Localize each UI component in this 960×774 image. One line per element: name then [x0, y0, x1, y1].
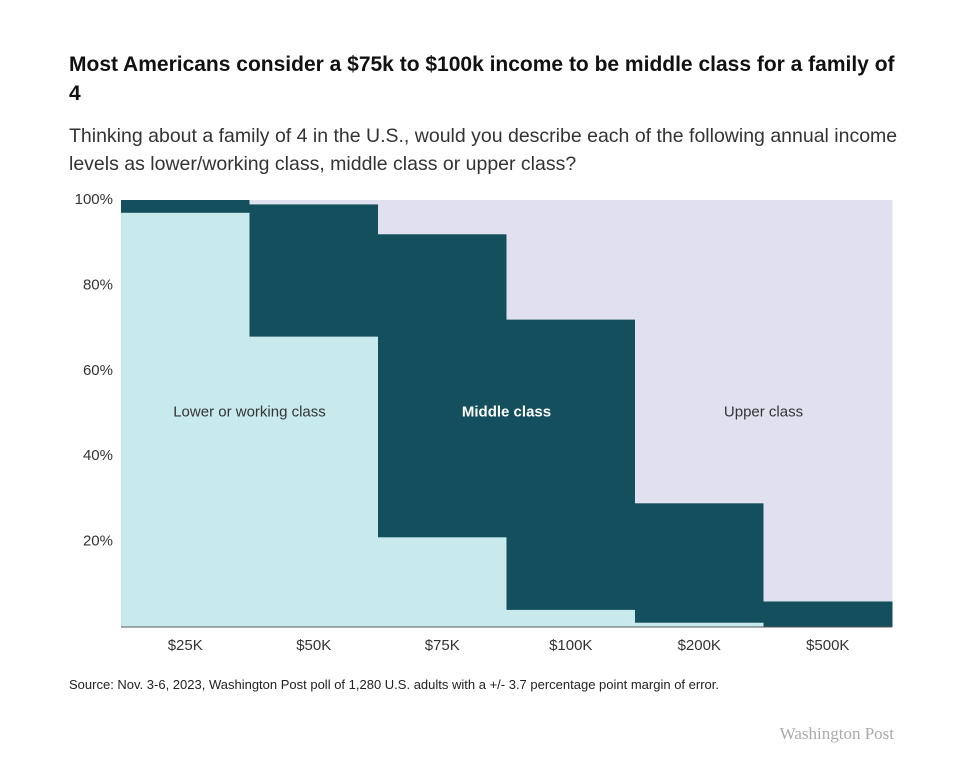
y-tick-label: 80% [83, 276, 113, 293]
chart-subtitle: Thinking about a family of 4 in the U.S.… [69, 125, 898, 175]
bar-segment [506, 319, 636, 610]
x-tick-label: $25K [168, 637, 203, 654]
credit: Washington Post [779, 724, 894, 743]
x-tick-label: $50K [296, 637, 331, 654]
bar-segment [378, 200, 507, 235]
bar-segment [249, 336, 379, 627]
chart: 20% 40% 60% 80% 100% $25K $50K $75K $100K $200K $5… [75, 191, 893, 654]
x-tick-label: $500K [806, 637, 849, 654]
bar-segment [378, 537, 507, 627]
y-tick-label: 20% [83, 533, 113, 550]
series-label: Lower or working class [173, 403, 326, 420]
y-tick-label: 100% [75, 191, 113, 208]
bar-segment [635, 622, 764, 627]
bar-segment [506, 609, 636, 627]
x-tick-label: $200K [678, 637, 721, 654]
bar-segment [635, 503, 764, 623]
bar-segment [249, 204, 379, 337]
bar-segment [378, 234, 507, 538]
y-tick-label: 60% [83, 362, 113, 379]
chart-title: Most Americans consider a $75k to $100k … [69, 53, 895, 105]
bar-segment [506, 200, 636, 320]
series-label: Middle class [462, 403, 551, 420]
y-tick-label: 40% [83, 447, 113, 464]
x-tick-label: $75K [425, 637, 460, 654]
bar-segment [121, 200, 250, 213]
x-tick-label: $100K [549, 637, 592, 654]
bar-segment [635, 200, 764, 504]
series-label: Upper class [724, 403, 803, 420]
bar-segment [763, 200, 893, 602]
bar-segment [121, 212, 250, 627]
bar-segment [249, 200, 379, 205]
source-note: Source: Nov. 3-6, 2023, Washington Post … [69, 677, 719, 692]
bar-segment [763, 601, 893, 627]
